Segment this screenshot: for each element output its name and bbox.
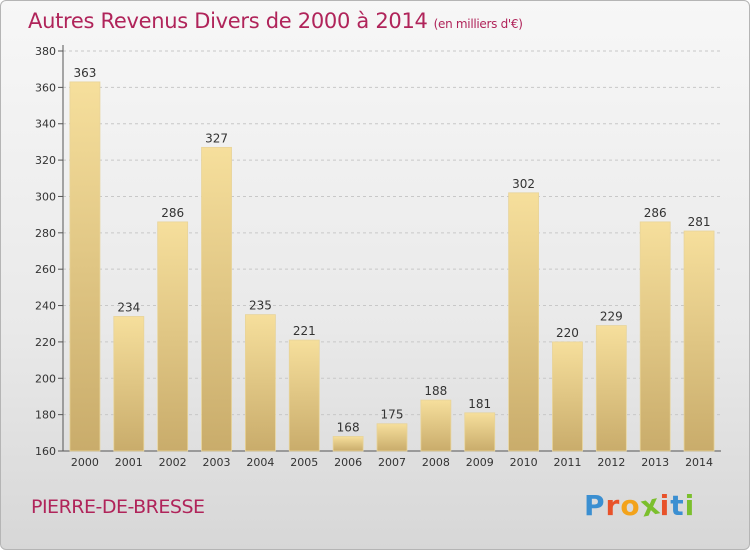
bar-value-label: 181	[468, 397, 491, 411]
bar	[288, 339, 320, 452]
bar	[639, 221, 671, 452]
x-tick-label: 2000	[71, 456, 99, 469]
y-tick-label: 180	[35, 409, 56, 422]
bar-value-label: 168	[337, 420, 360, 434]
logo-letter: i	[659, 489, 671, 522]
x-tick-label: 2007	[378, 456, 406, 469]
y-tick-label: 300	[35, 190, 56, 203]
logo-letter: r	[605, 489, 621, 522]
bar	[683, 230, 715, 452]
bar-value-label: 221	[293, 324, 316, 338]
bar	[376, 423, 408, 452]
x-tick-label: 2004	[246, 456, 274, 469]
x-tick-label: 2011	[553, 456, 581, 469]
y-tick-label: 160	[35, 445, 56, 458]
x-tick-label: 2006	[334, 456, 362, 469]
x-tick-label: 2008	[422, 456, 450, 469]
bar	[69, 81, 101, 452]
bar	[420, 399, 452, 452]
bar	[595, 325, 627, 452]
bar	[332, 436, 364, 452]
y-tick-label: 260	[35, 263, 56, 276]
y-tick-label: 240	[35, 300, 56, 313]
bar	[157, 221, 189, 452]
chart-subtitle: (en milliers d'€)	[433, 17, 523, 31]
location-label: PIERRE-DE-BRESSE	[31, 496, 205, 518]
proxiti-logo[interactable]: Proxiti	[584, 487, 696, 523]
logo-letter: o	[620, 489, 641, 522]
bar-value-label: 175	[381, 408, 404, 422]
bar-value-label: 220	[556, 326, 579, 340]
value-labels: 363 234 286 327 235 221 168 175 188 181 302 220 229 2…	[73, 66, 710, 435]
x-tick-label: 2014	[685, 456, 713, 469]
bar	[464, 412, 496, 452]
bar-value-label: 302	[512, 177, 535, 191]
bar	[113, 316, 145, 452]
x-tick-label: 2005	[290, 456, 318, 469]
y-tick-label: 340	[35, 118, 56, 131]
y-tick-label: 320	[35, 154, 56, 167]
bar-value-label: 363	[73, 66, 96, 80]
bar-value-label: 229	[600, 310, 623, 324]
bar-value-label: 286	[161, 206, 184, 220]
bars	[69, 81, 715, 452]
x-tick-label: 2003	[203, 456, 231, 469]
bar-value-label: 281	[688, 215, 711, 229]
y-tick-label: 360	[35, 81, 56, 94]
bar	[508, 192, 540, 452]
logo-letter: i	[684, 489, 696, 522]
bar-value-label: 327	[205, 131, 228, 145]
x-tick-label: 2009	[466, 456, 494, 469]
x-tick-label: 2010	[510, 456, 538, 469]
y-tick-label: 220	[35, 336, 56, 349]
bar	[201, 146, 232, 452]
x-tick-label: 2002	[159, 456, 187, 469]
y-tick-label: 200	[35, 372, 56, 385]
x-tick-label: 2012	[597, 456, 625, 469]
chart-title-text: Autres Revenus Divers de 2000 à 2014	[28, 9, 428, 33]
logo-letter: P	[584, 489, 606, 522]
x-tick-label: 2001	[115, 456, 143, 469]
bar-value-label: 286	[644, 206, 667, 220]
bar	[552, 341, 583, 452]
chart-title: Autres Revenus Divers de 2000 à 2014 (en …	[28, 9, 523, 33]
x-tick-label: 2013	[641, 456, 669, 469]
bar-value-label: 188	[424, 384, 447, 398]
y-tick-label: 380	[35, 45, 56, 58]
x-axis-labels: 2000 2001 2002 2003 2004 2005 2006 2007 2008 2009…	[71, 456, 713, 469]
y-tick-label: 280	[35, 227, 56, 240]
bar-value-label: 234	[117, 300, 140, 314]
bar-value-label: 235	[249, 299, 272, 313]
bar	[244, 314, 276, 452]
logo-letter: t	[670, 489, 685, 522]
